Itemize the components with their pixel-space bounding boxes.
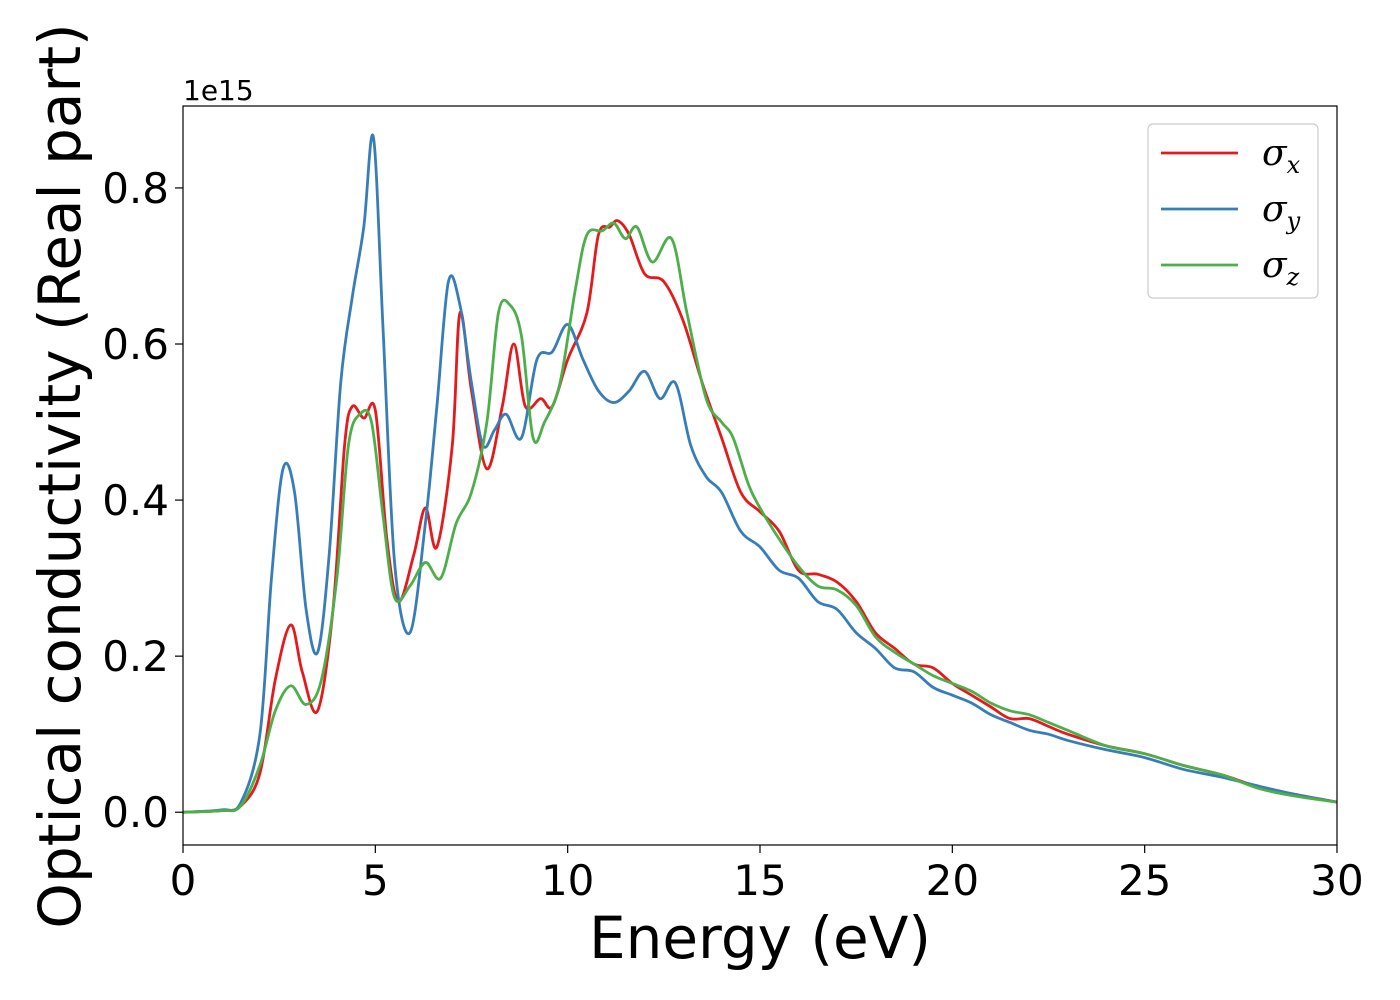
series-line-z <box>182 221 1338 814</box>
x-axis-label: Energy (eV) <box>589 904 931 972</box>
x-tick-label: 5 <box>362 856 389 905</box>
x-tick-label: 20 <box>926 856 979 905</box>
legend-label-y: σy <box>1262 189 1301 235</box>
y-tick-label: 0.8 <box>102 164 169 213</box>
y-tick-label: 0.6 <box>102 320 169 369</box>
plot-lines <box>182 133 1338 814</box>
series-line-y <box>182 133 1338 814</box>
y-tick-label: 0.0 <box>102 788 169 837</box>
x-tick-label: 0 <box>170 856 197 905</box>
y-tick-label: 0.2 <box>102 632 169 681</box>
y-tick-label: 0.4 <box>102 476 169 525</box>
x-tick-label: 10 <box>541 856 594 905</box>
x-tick-label: 25 <box>1118 856 1171 905</box>
y-axis-label: Optical conductivity (Real part) <box>26 23 94 928</box>
x-tick-label: 15 <box>733 856 786 905</box>
legend-frame <box>1147 123 1319 299</box>
y-offset-label: 1e15 <box>183 74 254 107</box>
legend-label-x: σx <box>1262 133 1301 179</box>
series-line-x <box>182 219 1338 814</box>
x-tick-label: 30 <box>1310 856 1363 905</box>
y-axis-ticks: 0.0 0.2 0.4 0.6 0.8 <box>102 164 183 837</box>
x-axis-ticks: 0 5 10 15 20 25 30 <box>170 845 1364 905</box>
